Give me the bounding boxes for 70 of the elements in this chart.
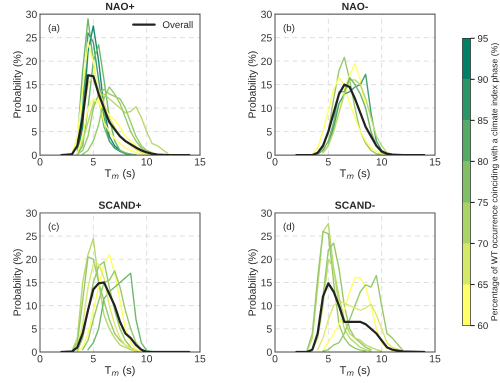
x-axis-title: T$_{m}$ (s) <box>104 366 135 376</box>
y-tick-label: 5 <box>32 128 37 136</box>
y-axis-title: Probability (%) <box>248 249 258 316</box>
y-tick-label: 10 <box>261 104 272 112</box>
y-tick-label: 30 <box>26 10 37 18</box>
color-bar-label: 75 <box>478 199 488 206</box>
y-tick-label: 20 <box>26 256 37 264</box>
color-bar-label: 80 <box>478 158 488 166</box>
color-bar-title: Percentage of WT occurrence coinciding with a climate index phase (%) <box>491 43 500 320</box>
chart-title: SCAND- <box>335 202 375 209</box>
y-axis-title: Probability (%) <box>13 249 23 316</box>
x-axis-title: T$_{m}$ (s) <box>104 168 135 180</box>
x-tick-label: 15 <box>195 355 206 362</box>
x-tick-label: 10 <box>142 355 152 362</box>
x-tick-label: 15 <box>430 158 440 166</box>
y-tick-label: 15 <box>26 279 37 286</box>
y-tick-label: 10 <box>26 104 37 112</box>
y-tick-label: 15 <box>261 81 272 89</box>
y-tick-label: 20 <box>261 58 272 66</box>
y-tick-label: 20 <box>261 256 272 264</box>
x-tick-label: 0 <box>38 355 42 362</box>
x-axis-title: T$_{m}$ (s) <box>340 168 370 180</box>
legend-label: Overall <box>162 20 193 28</box>
annotation: (c) <box>48 222 59 232</box>
chart-title: NAO- <box>342 2 368 10</box>
x-tick-label: 5 <box>90 355 96 362</box>
y-tick-label: 10 <box>26 302 37 310</box>
x-tick-label: 5 <box>326 355 331 362</box>
y-tick-label: 30 <box>261 209 272 217</box>
y-tick-label: 10 <box>261 302 272 310</box>
y-tick-label: 25 <box>26 34 37 42</box>
y-tick-label: 25 <box>261 34 272 42</box>
x-tick-label: 0 <box>272 158 278 166</box>
y-tick-label: 30 <box>261 10 272 18</box>
y-tick-label: 25 <box>26 232 37 240</box>
x-tick-label: 0 <box>38 158 42 166</box>
y-axis-title: Probability (%) <box>248 51 258 118</box>
y-tick-label: 15 <box>261 279 272 286</box>
y-tick-label: 0 <box>32 348 37 356</box>
y-tick-label: 0 <box>32 152 37 159</box>
y-tick-label: 5 <box>266 128 272 136</box>
x-tick-label: 10 <box>376 158 388 166</box>
x-tick-label: 10 <box>142 158 152 166</box>
x-tick-label: 0 <box>272 355 278 362</box>
color-bar-label: 90 <box>478 76 488 83</box>
color-bar-label: 65 <box>478 281 488 288</box>
y-tick-label: 30 <box>26 209 37 217</box>
x-tick-label: 5 <box>90 158 96 166</box>
color-bar-label: 95 <box>478 35 488 42</box>
x-tick-label: 5 <box>326 158 331 166</box>
annotation: (d) <box>284 222 294 232</box>
y-axis-title: Probability (%) <box>13 51 23 118</box>
y-tick-label: 5 <box>266 325 272 333</box>
y-tick-label: 15 <box>26 81 37 89</box>
color-bar-label: 70 <box>478 240 488 248</box>
annotation: (b) <box>284 24 294 34</box>
y-tick-label: 5 <box>32 325 37 333</box>
chart-title: SCAND+ <box>98 202 142 209</box>
y-tick-label: 25 <box>261 232 272 240</box>
color-bar-label: 85 <box>478 117 488 124</box>
color-bar-label: 60 <box>478 322 488 330</box>
y-tick-label: 0 <box>266 348 272 356</box>
x-tick-label: 10 <box>376 355 388 362</box>
x-tick-label: 15 <box>430 355 440 362</box>
x-axis-title: T$_{m}$ (s) <box>340 366 370 376</box>
y-tick-label: 0 <box>266 152 272 159</box>
x-tick-label: 15 <box>195 158 206 166</box>
chart-title: NAO+ <box>106 2 134 10</box>
annotation: (a) <box>48 24 60 34</box>
y-tick-label: 20 <box>26 58 37 66</box>
